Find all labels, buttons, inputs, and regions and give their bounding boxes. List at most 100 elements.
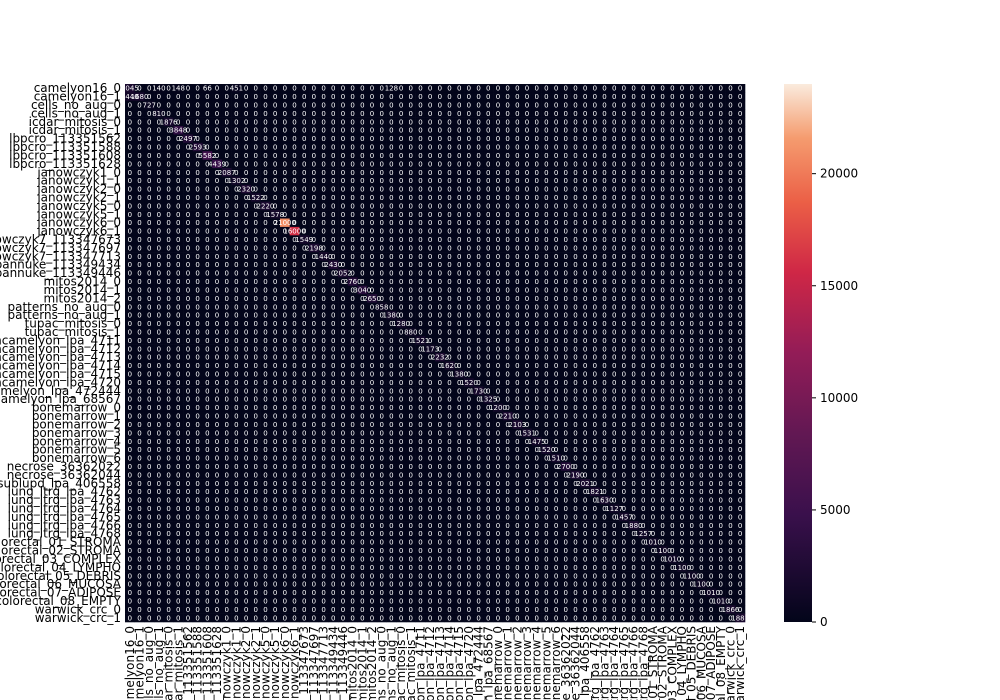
heatmap-cell xyxy=(570,134,581,144)
cell-value-label: 0 xyxy=(331,152,335,160)
heatmap-cell xyxy=(425,159,436,169)
heatmap-cell xyxy=(299,159,310,169)
cell-value-label: 0 xyxy=(564,152,568,160)
cell-value-label: 0 xyxy=(525,186,529,194)
heatmap-cell xyxy=(183,100,194,110)
heatmap-cell xyxy=(560,142,571,152)
heatmap-cell xyxy=(250,142,261,152)
cell-value-label: 0 xyxy=(254,102,258,110)
heatmap-cell xyxy=(318,126,329,135)
cell-value-label: 0 xyxy=(283,152,287,160)
heatmap-cell xyxy=(464,109,475,118)
heatmap-cell xyxy=(299,109,310,118)
cell-value-label: 0 xyxy=(166,152,170,160)
cell-value-label: 0 xyxy=(593,194,597,202)
cell-value-label: 0 xyxy=(147,144,151,152)
heatmap-cell xyxy=(338,117,349,127)
heatmap-cell xyxy=(599,109,610,118)
cell-value-label: 0 xyxy=(263,186,267,194)
heatmap-cell xyxy=(289,84,300,93)
heatmap-cell xyxy=(241,168,252,177)
cell-value-label: 0 xyxy=(486,177,490,185)
heatmap-cell xyxy=(309,134,320,144)
cell-value-label: 0 xyxy=(544,135,548,143)
cell-value-label: 0 xyxy=(622,144,626,152)
heatmap-cell xyxy=(590,117,600,127)
cell-value-label: 0 xyxy=(438,169,442,177)
cell-value-label: 0 xyxy=(689,127,693,135)
heatmap-cell xyxy=(560,100,571,110)
heatmap-cell xyxy=(183,159,194,169)
cell-value-label: 0 xyxy=(234,127,238,135)
cell-value-label: 0 xyxy=(292,110,296,118)
cell-value-label: 0 xyxy=(612,135,616,143)
cell-value-label: 0 xyxy=(564,93,568,101)
cell-value-label: 0 xyxy=(583,152,587,160)
cell-value-label: 0 xyxy=(457,135,461,143)
heatmap-cell xyxy=(405,109,416,118)
heatmap-cell xyxy=(250,117,261,127)
heatmap-cell xyxy=(347,142,358,152)
cell-value-label: 0 xyxy=(564,118,568,126)
cell-value-label: 0 xyxy=(428,85,432,93)
cell-value-label: 0 xyxy=(602,127,606,135)
heatmap-cell xyxy=(619,84,630,93)
cell-value-label: 0 xyxy=(631,85,635,93)
heatmap-cell xyxy=(580,117,591,127)
heatmap-cell xyxy=(173,159,184,169)
cell-value-label: 0 xyxy=(234,144,238,152)
heatmap-cell xyxy=(512,84,523,93)
heatmap-cell xyxy=(541,159,552,169)
cell-value-label: 0 xyxy=(631,169,635,177)
heatmap-cell xyxy=(628,151,639,160)
cell-value-label: 0 xyxy=(157,93,161,101)
cell-value-label: 0 xyxy=(166,169,170,177)
heatmap-cell xyxy=(599,117,610,127)
cell-value-label: 0 xyxy=(709,110,713,118)
cell-value-label: 0 xyxy=(263,194,267,202)
heatmap-cell xyxy=(125,117,135,127)
heatmap-cell xyxy=(570,109,581,118)
heatmap-cell xyxy=(396,92,407,102)
cell-value-label: 0 xyxy=(476,118,480,126)
cell-value-label: 0 xyxy=(409,118,413,126)
heatmap-cell xyxy=(473,92,484,102)
heatmap-cell xyxy=(493,142,504,152)
heatmap-cell xyxy=(202,159,213,169)
cell-value-label: 0 xyxy=(476,186,480,194)
cell-value-label: 0 xyxy=(496,135,500,143)
heatmap-cell xyxy=(435,159,445,169)
cell-value-label: 0 xyxy=(186,110,190,118)
cell-value-label: 0 xyxy=(283,127,287,135)
heatmap-cell xyxy=(512,100,523,110)
cell-value-label: 0 xyxy=(573,135,577,143)
heatmap-cell xyxy=(512,159,523,169)
heatmap-cell xyxy=(144,151,155,160)
heatmap-cell xyxy=(706,117,717,127)
heatmap-cell xyxy=(202,109,213,118)
cell-value-label: 0 xyxy=(186,127,190,135)
heatmap-cell xyxy=(270,117,281,127)
cell-value-label: 0 xyxy=(564,135,568,143)
heatmap-cell xyxy=(570,92,581,102)
heatmap-cell xyxy=(125,100,135,110)
heatmap-cell xyxy=(183,151,194,160)
cell-value-label: 0 xyxy=(554,144,558,152)
cell-value-label: 0 xyxy=(234,102,238,110)
heatmap-cell xyxy=(541,134,552,144)
heatmap-cell xyxy=(686,100,697,110)
cell-value-label: 2593 xyxy=(189,144,207,152)
heatmap-cell xyxy=(551,109,562,118)
heatmap-cell xyxy=(686,117,697,127)
cell-value-label: 0 xyxy=(360,110,364,118)
heatmap-cell xyxy=(483,92,494,102)
heatmap-cell xyxy=(154,159,165,169)
cell-value-label: 2497 xyxy=(179,135,197,143)
heatmap-cell xyxy=(241,151,252,160)
cell-value-label: 0 xyxy=(370,194,374,202)
cell-value-label: 0 xyxy=(505,144,509,152)
heatmap-cell xyxy=(192,151,203,160)
cell-value-label: 0 xyxy=(719,118,723,126)
heatmap-cell xyxy=(318,84,329,93)
heatmap-cell xyxy=(599,151,610,160)
